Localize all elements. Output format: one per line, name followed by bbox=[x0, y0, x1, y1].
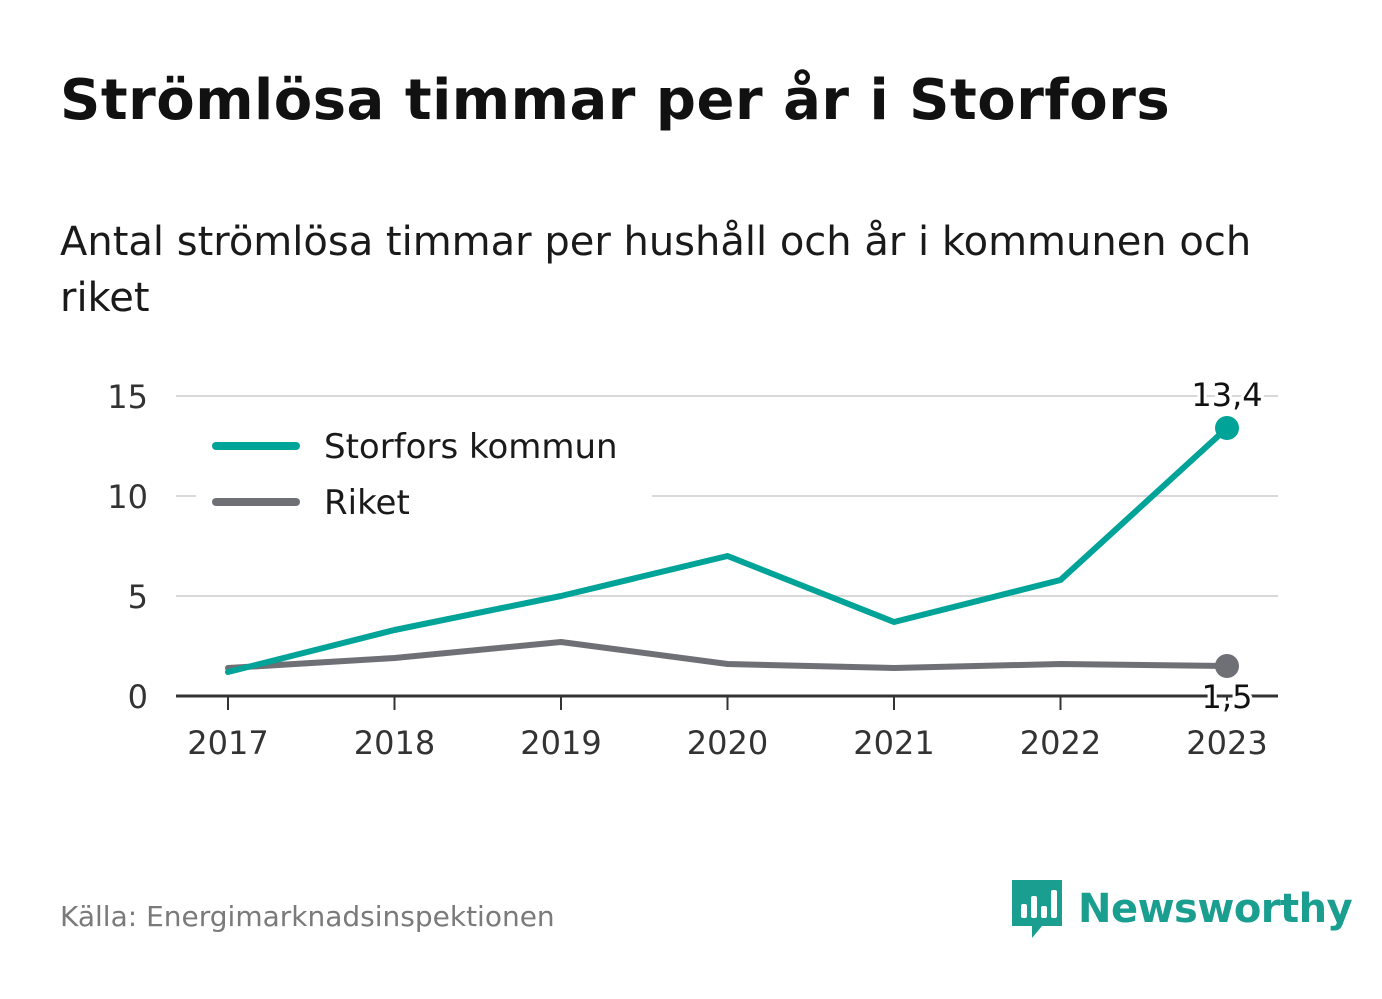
series-line bbox=[225, 639, 1230, 671]
end-value-label: 1,5 bbox=[1202, 678, 1253, 716]
y-tick-label: 5 bbox=[128, 578, 148, 616]
end-labels: 13,4 1,5 bbox=[1188, 373, 1265, 719]
brand-name: Newsworthy bbox=[1078, 886, 1353, 932]
legend: Storfors kommun Riket bbox=[196, 418, 652, 528]
x-tick-label: 2017 bbox=[187, 724, 268, 762]
legend-label: Riket bbox=[324, 483, 410, 523]
series-end-point bbox=[1215, 654, 1239, 678]
legend-background bbox=[196, 418, 652, 528]
y-tick-label: 0 bbox=[128, 678, 148, 716]
x-tick-label: 2018 bbox=[354, 724, 435, 762]
end-value-label: 13,4 bbox=[1191, 376, 1262, 414]
series-lines bbox=[225, 416, 1239, 678]
newsworthy-logo-icon bbox=[1012, 880, 1062, 938]
legend-label: Storfors kommun bbox=[324, 427, 618, 467]
x-tick-label: 2023 bbox=[1186, 724, 1267, 762]
chart-subtitle: Antal strömlösa timmar per hushåll och å… bbox=[60, 219, 1252, 321]
x-tick-label: 2021 bbox=[853, 724, 934, 762]
axes: 0 5 10 15 2017 2018 2019 2020 2021 2022 2023 bbox=[107, 378, 1278, 762]
chart-title: Strömlösa timmar per år i Storfors bbox=[60, 68, 1171, 133]
y-tick-label: 10 bbox=[107, 478, 148, 516]
x-tick-label: 2022 bbox=[1020, 724, 1101, 762]
series-line bbox=[225, 425, 1230, 675]
x-tick-label: 2019 bbox=[520, 724, 601, 762]
brand-logo: Newsworthy bbox=[1010, 878, 1353, 940]
series-end-point bbox=[1215, 416, 1239, 440]
y-tick-label: 15 bbox=[107, 378, 148, 416]
source-note: Källa: Energimarknadsinspektionen bbox=[60, 900, 555, 933]
x-tick-label: 2020 bbox=[687, 724, 768, 762]
